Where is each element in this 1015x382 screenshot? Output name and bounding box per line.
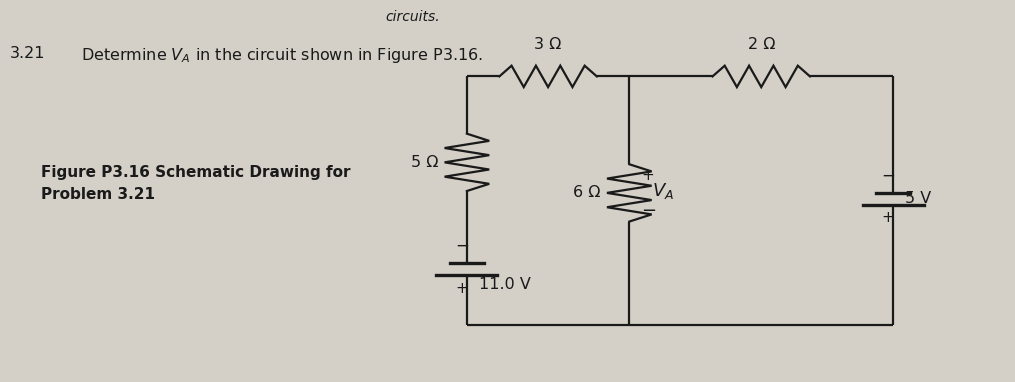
Text: 3 Ω: 3 Ω	[535, 37, 561, 52]
Text: Determine $V_A$ in the circuit shown in Figure P3.16.: Determine $V_A$ in the circuit shown in …	[81, 46, 483, 65]
Text: +: +	[456, 281, 468, 296]
Text: 2 Ω: 2 Ω	[747, 37, 775, 52]
Text: 3.21: 3.21	[10, 46, 46, 61]
Text: +: +	[641, 168, 655, 183]
Text: 5 V: 5 V	[905, 191, 932, 206]
Text: circuits.: circuits.	[386, 10, 441, 24]
Text: 6 Ω: 6 Ω	[573, 185, 601, 201]
Text: −: −	[641, 202, 657, 220]
Text: +: +	[882, 210, 894, 225]
Text: $V_A$: $V_A$	[652, 181, 674, 201]
Text: −: −	[881, 167, 895, 185]
Text: 5 Ω: 5 Ω	[411, 155, 438, 170]
Text: 11.0 V: 11.0 V	[479, 277, 531, 292]
Text: −: −	[455, 237, 469, 255]
Text: Figure P3.16 Schematic Drawing for
Problem 3.21: Figure P3.16 Schematic Drawing for Probl…	[41, 165, 350, 202]
